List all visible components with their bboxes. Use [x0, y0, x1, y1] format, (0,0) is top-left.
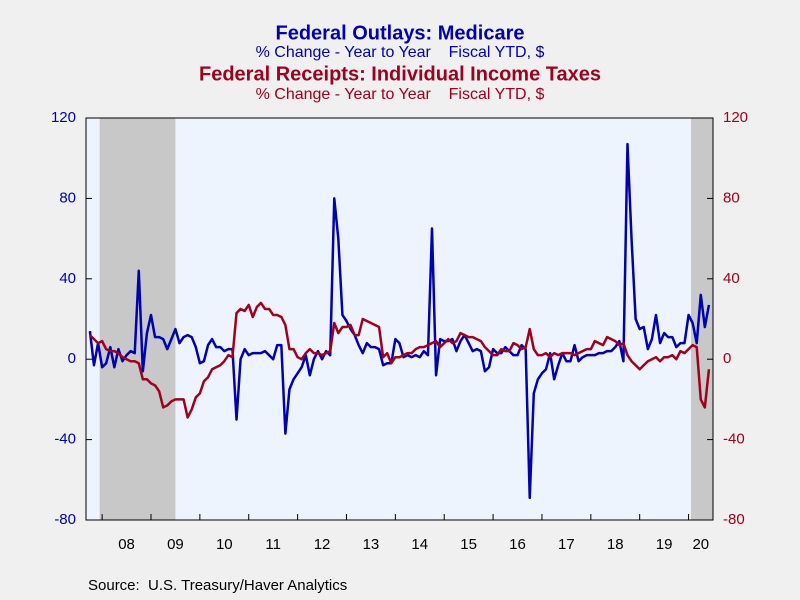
- series-line: [88, 142, 711, 500]
- plot-frame: [85, 117, 714, 521]
- x-tick-label: 08: [118, 536, 135, 553]
- y2-tick-label: 40: [723, 270, 740, 287]
- x-tick-label: 17: [558, 536, 575, 553]
- x-tick-label: 14: [411, 536, 428, 553]
- x-tick-label: 16: [509, 536, 526, 553]
- x-tick-label: 15: [460, 536, 477, 553]
- y2-tick-label: -80: [723, 511, 745, 528]
- y-tick-label: -40: [54, 431, 76, 448]
- plot-area: [86, 118, 713, 520]
- chart-title: Federal Receipts: Individual Income Taxe…: [199, 63, 601, 85]
- x-tick-label: 19: [656, 536, 673, 553]
- y2-tick-label: -40: [723, 431, 745, 448]
- y2-tick-label: 120: [723, 109, 748, 126]
- series-line: [89, 301, 711, 419]
- chart-title: Federal Outlays: Medicare: [276, 22, 525, 44]
- x-tick-label: 09: [167, 536, 184, 553]
- y-tick-label: 40: [59, 270, 76, 287]
- y-tick-label: 120: [51, 109, 76, 126]
- y-tick-label: -80: [54, 511, 76, 528]
- chart-subtitle: % Change - Year to Year Fiscal YTD, $: [256, 44, 545, 61]
- marks-layer: [88, 142, 711, 500]
- y-tick-label: 80: [59, 189, 76, 206]
- x-tick-label: 13: [363, 536, 380, 553]
- x-tick-label: 11: [265, 536, 281, 553]
- y-tick-label: 0: [68, 350, 76, 367]
- x-tick-label: 10: [216, 536, 233, 553]
- y2-tick-label: 0: [723, 350, 731, 367]
- x-tick-label: 20: [692, 536, 709, 553]
- chart-subtitle: % Change - Year to Year Fiscal YTD, $: [256, 86, 545, 103]
- x-tick-label: 12: [314, 536, 331, 553]
- x-tick-label: 18: [607, 536, 624, 553]
- y2-tick-label: 80: [723, 189, 740, 206]
- source-note: Source: U.S. Treasury/Haver Analytics: [88, 577, 347, 594]
- recession-band: [691, 118, 713, 520]
